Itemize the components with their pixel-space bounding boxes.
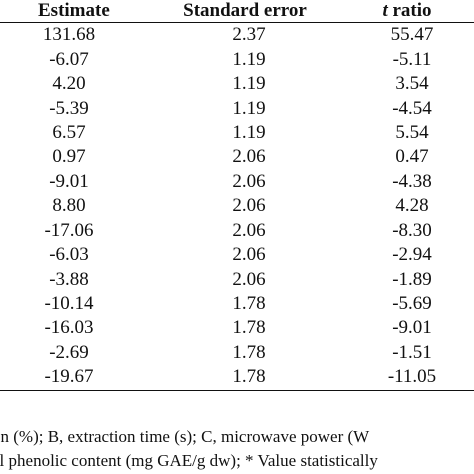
cell-standard-error: 2.06 [232,268,266,290]
cell-estimate: 8.80 [52,195,86,217]
header-standard-error: Standard error [183,0,307,21]
cell-estimate: 131.68 [42,24,96,46]
cell-t-ratio: -4.54 [392,97,432,119]
footnote-line-2: al phenolic content (mg GAE/g dw); * Val… [0,451,378,470]
table-row: -6.03 2.06 -2.94 [0,243,474,267]
estimates-table: Estimate Standard error t ratio 131.68 2.… [0,0,474,391]
cell-standard-error: 2.37 [232,24,266,46]
table-row: -2.69 1.78 -1.51 [0,341,474,365]
cell-estimate: -2.69 [49,341,89,363]
cell-standard-error: 1.78 [232,341,266,363]
cell-standard-error: 1.78 [232,366,266,388]
cell-t-ratio: -1.89 [392,268,432,290]
table-row: -10.14 1.78 -5.69 [0,292,474,316]
cell-standard-error: 2.06 [232,170,266,192]
cell-t-ratio: -1.51 [392,341,432,363]
cell-estimate: -17.06 [44,219,94,241]
cell-t-ratio: -4.38 [392,170,432,192]
cell-t-ratio: -9.01 [392,317,432,339]
cell-standard-error: 1.19 [232,73,266,95]
header-t-ratio: t ratio [340,0,474,23]
cell-standard-error: 1.19 [232,48,266,70]
header-t-symbol: t [382,0,388,21]
table-row: -16.03 1.78 -9.01 [0,316,474,340]
cell-estimate: 6.57 [52,121,86,143]
cell-estimate: -3.88 [49,268,89,290]
cell-standard-error: 2.06 [232,219,266,241]
header-ratio-word: ratio [387,0,432,21]
cell-standard-error: 2.06 [232,195,266,217]
table-row: -19.67 1.78 -11.05 [0,365,474,391]
cell-estimate: -16.03 [44,317,94,339]
cell-estimate: 4.20 [52,73,86,95]
table-row: -9.01 2.06 -4.38 [0,170,474,194]
cell-estimate: -5.39 [49,97,89,119]
cell-standard-error: 2.06 [232,244,266,266]
table-header-row: Estimate Standard error t ratio [0,0,474,23]
cell-t-ratio: -5.11 [392,48,432,70]
cell-estimate: -9.01 [49,170,89,192]
table-row: 8.80 2.06 4.28 [0,194,474,218]
cell-standard-error: 2.06 [232,146,266,168]
cell-estimate: 0.97 [52,146,86,168]
cell-t-ratio: 4.28 [395,195,429,217]
table-row: 4.20 1.19 3.54 [0,72,474,96]
cell-t-ratio: -8.30 [392,219,432,241]
cell-standard-error: 1.19 [232,121,266,143]
estimates-table-container: Estimate Standard error t ratio 131.68 2.… [0,0,474,391]
table-row: 6.57 1.19 5.54 [0,121,474,145]
cell-standard-error: 1.19 [232,97,266,119]
table-row: -17.06 2.06 -8.30 [0,219,474,243]
cell-t-ratio: -5.69 [392,293,432,315]
table-row: -5.39 1.19 -4.54 [0,96,474,120]
cell-estimate: -19.67 [44,366,94,388]
cell-estimate: -6.07 [49,48,89,70]
cell-t-ratio: -2.94 [392,244,432,266]
cell-t-ratio: 5.54 [395,121,429,143]
cell-standard-error: 1.78 [232,293,266,315]
cell-t-ratio: -11.05 [387,366,437,388]
table-row: -3.88 2.06 -1.89 [0,267,474,291]
footnote-line-1: on (%); B, extraction time (s); C, micro… [0,427,370,446]
cell-t-ratio: 0.47 [395,146,429,168]
cell-estimate: -6.03 [49,244,89,266]
table-row: 0.97 2.06 0.47 [0,145,474,169]
cell-standard-error: 1.78 [232,317,266,339]
cell-estimate: -10.14 [44,293,94,315]
cell-t-ratio: 55.47 [390,24,434,46]
table-row: 131.68 2.37 55.47 [0,23,474,48]
cell-t-ratio: 3.54 [395,73,429,95]
table-row: -6.07 1.19 -5.11 [0,47,474,71]
header-estimate: Estimate [38,0,110,21]
